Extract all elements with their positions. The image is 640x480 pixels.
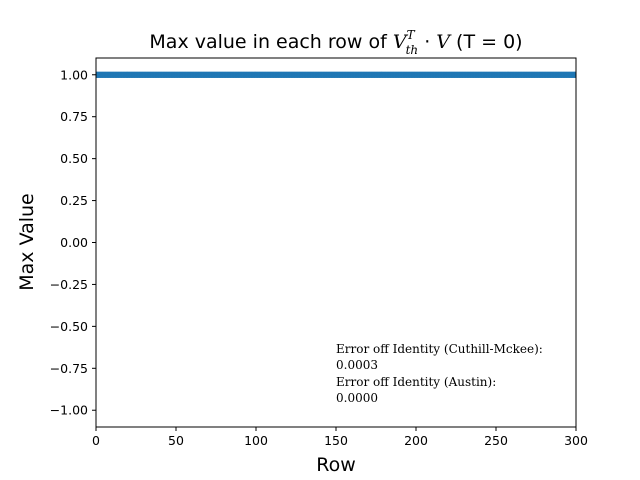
annotation-austin-label: Error off Identity (Austin): [336, 375, 496, 389]
y-tick-label: 0.00 [60, 235, 88, 250]
x-axis-label: Row [316, 454, 356, 476]
annotation-cm-value: 0.0003 [336, 358, 378, 372]
y-tick-label: 1.00 [60, 67, 88, 82]
x-tick-label: 0 [92, 433, 100, 448]
y-tick-label: −0.50 [50, 319, 88, 334]
y-tick-label: −0.75 [50, 361, 88, 376]
y-tick-label: 0.50 [60, 151, 88, 166]
x-tick-label: 250 [484, 433, 508, 448]
y-tick-label: −1.00 [50, 403, 88, 418]
x-tick-label: 200 [404, 433, 428, 448]
data-point [572, 71, 576, 78]
y-axis-label: Max Value [16, 193, 38, 291]
x-tick-label: 300 [564, 433, 588, 448]
chart-title: Max value in each row of VT th · V (T = 0… [149, 28, 522, 57]
annotation-cm-label: Error off Identity (Cuthill-Mckee): [336, 342, 543, 356]
plot-area: 0 50 100 150 200 250 300 1.00 0.75 0.50 0.25 0.00 −0… [50, 57, 588, 448]
x-tick-label: 50 [168, 433, 184, 448]
annotation-block: Error off Identity (Cuthill-Mckee): 0.00… [336, 342, 543, 405]
series-markers [96, 71, 576, 78]
x-tick-label: 150 [324, 433, 348, 448]
annotation-austin-value: 0.0000 [336, 391, 378, 405]
y-tick-label: 0.75 [60, 109, 88, 124]
y-tick-label: 0.25 [60, 193, 88, 208]
x-tick-label: 100 [244, 433, 268, 448]
y-tick-label: −0.25 [50, 277, 88, 292]
